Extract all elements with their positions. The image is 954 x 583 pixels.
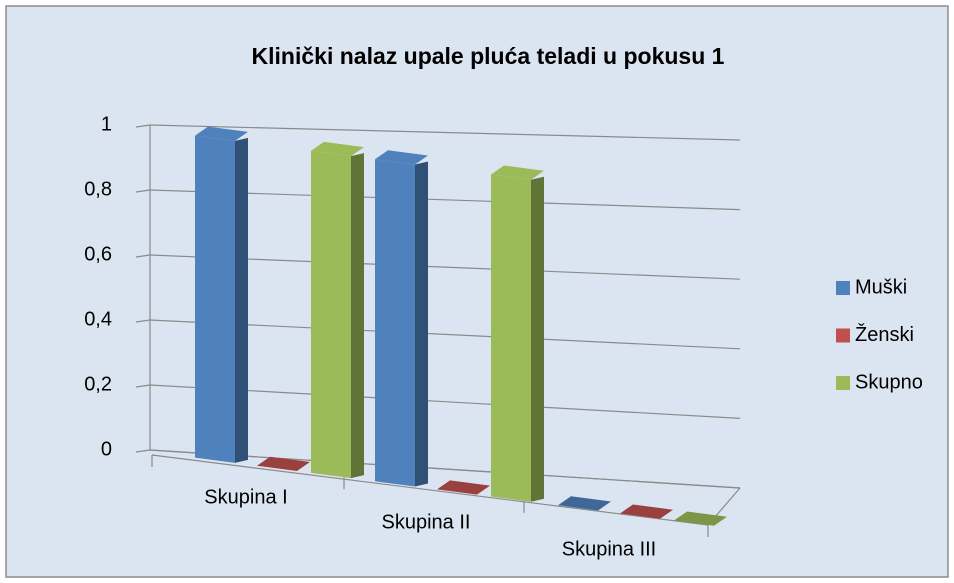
legend-label: Skupno (855, 371, 923, 393)
bar-top (491, 165, 544, 180)
bar (558, 496, 611, 511)
bar (195, 126, 248, 463)
floor-front (151, 454, 709, 526)
y-tick-label: 0,6 (84, 243, 112, 265)
bar (311, 141, 364, 479)
bar (491, 165, 544, 502)
y-tick (135, 254, 151, 258)
bar (375, 150, 428, 487)
grid-line (149, 124, 741, 141)
bar-top (674, 511, 727, 526)
bar-top (311, 141, 364, 157)
bar-front (375, 159, 415, 487)
bar-side (235, 137, 248, 463)
y-tick-label: 0,4 (84, 308, 112, 330)
y-tick (135, 319, 151, 323)
grid-line (149, 319, 741, 350)
bar-top (558, 496, 611, 511)
bar (257, 456, 310, 472)
chart-title: Klinički nalaz upale pluća teladi u poku… (252, 43, 725, 69)
y-tick (135, 124, 151, 128)
x-tick-label: Skupina II (382, 511, 471, 533)
grid-line (149, 189, 741, 211)
bar-top (437, 480, 490, 495)
chart-background (5, 5, 949, 578)
bar-top (620, 504, 673, 519)
bar-front (195, 135, 235, 463)
legend-swatch (836, 376, 850, 390)
bar (437, 480, 490, 495)
legend-swatch (836, 328, 850, 343)
x-tick-label: Skupina I (204, 486, 287, 508)
bar (620, 504, 673, 519)
grid-line (149, 449, 741, 489)
bar-side (531, 176, 544, 502)
y-tick-label: 0 (101, 438, 112, 460)
legend-label: Ženski (855, 323, 914, 346)
legend-label: Muški (855, 276, 907, 298)
legend-swatch (836, 281, 850, 295)
bar-top (375, 150, 428, 165)
y-tick (135, 384, 151, 388)
y-tick (135, 449, 151, 453)
y-tick-label: 0,2 (84, 373, 112, 395)
y-tick (135, 189, 151, 193)
y-tick-label: 0,8 (84, 178, 112, 200)
bar-front (491, 174, 531, 502)
grid-line (149, 384, 741, 419)
bar (674, 511, 727, 526)
bar-top (257, 456, 310, 472)
bar-top (195, 126, 248, 141)
x-tick-label: Skupina III (562, 538, 657, 560)
bar-side (415, 161, 428, 487)
bar-front (311, 150, 351, 479)
grid-line (149, 254, 741, 280)
y-tick-label: 1 (101, 113, 112, 135)
bar-side (351, 153, 364, 479)
